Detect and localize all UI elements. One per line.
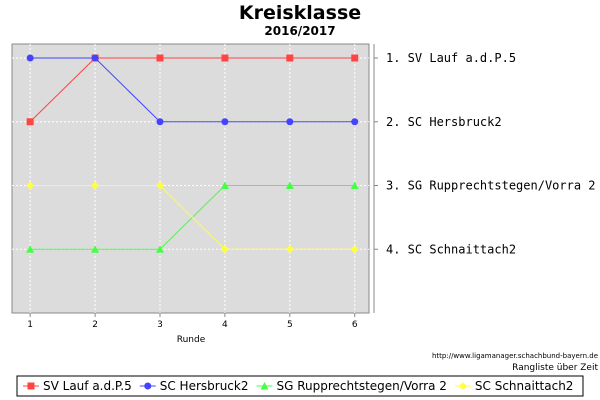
rank-labels: 1. SV Lauf a.d.P.5 2. SC Hersbruck2 3. SG … (386, 51, 596, 256)
chart-subtitle: 2016/2017 (264, 24, 335, 38)
x-tick-label: 2 (92, 320, 98, 330)
data-point (220, 245, 229, 254)
plot-area (11, 43, 370, 314)
series (26, 54, 359, 254)
data-point (156, 54, 164, 62)
data-point (221, 54, 229, 62)
data-point (351, 118, 359, 126)
caption: Rangliste über Zeit (512, 363, 598, 373)
legend-marker (27, 382, 35, 390)
source-url: http://www.ligamanager.schachbund-bayern… (432, 352, 598, 360)
data-point (26, 118, 34, 126)
axes: 1 2 3 4 5 6 (27, 44, 378, 330)
rank-label: 1. SV Lauf a.d.P.5 (386, 51, 516, 65)
data-point (285, 181, 294, 190)
x-axis-label: Runde (177, 335, 206, 345)
data-point (221, 118, 229, 126)
rank-label: 3. SG Rupprechtstegen/Vorra 2 (386, 179, 596, 193)
x-tick-label: 3 (157, 320, 163, 330)
legend-marker (458, 382, 467, 390)
data-point (26, 54, 34, 62)
data-point (91, 245, 100, 253)
data-point (91, 54, 99, 62)
data-point (286, 118, 294, 126)
data-point (155, 181, 164, 190)
series-line (29, 57, 355, 123)
data-point (91, 181, 100, 190)
legend-box (16, 375, 584, 397)
data-point (155, 245, 164, 253)
x-tick-label: 1 (27, 320, 33, 330)
x-tick-label: 5 (287, 320, 293, 330)
rank-label: 2. SC Hersbruck2 (386, 115, 502, 129)
data-point (350, 245, 359, 254)
rank-label: 4. SC Schnaittach2 (386, 242, 516, 256)
x-tick-label: 4 (222, 320, 228, 330)
data-point (285, 245, 294, 254)
legend-entry: SG Rupprechtstegen/Vorra 2 (277, 379, 447, 393)
legend-marker (144, 382, 152, 390)
x-tick-label: 6 (352, 320, 358, 330)
data-point (156, 118, 164, 126)
legend-entry: SC Schnaittach2 (475, 379, 574, 393)
legend: SV Lauf a.d.P.5 SC Hersbruck2 SG Rupprecht… (23, 379, 573, 393)
chart-title: Kreisklasse (239, 2, 361, 24)
data-point (220, 181, 229, 190)
legend-entry: SV Lauf a.d.P.5 (43, 379, 132, 393)
data-point (350, 181, 359, 190)
data-point (26, 245, 35, 253)
legend-entry: SC Hersbruck2 (160, 379, 249, 393)
data-point (351, 54, 359, 62)
legend-marker (260, 382, 269, 390)
data-point (286, 54, 294, 62)
series-line (30, 57, 355, 123)
data-point (26, 181, 35, 190)
series-line (30, 185, 355, 250)
